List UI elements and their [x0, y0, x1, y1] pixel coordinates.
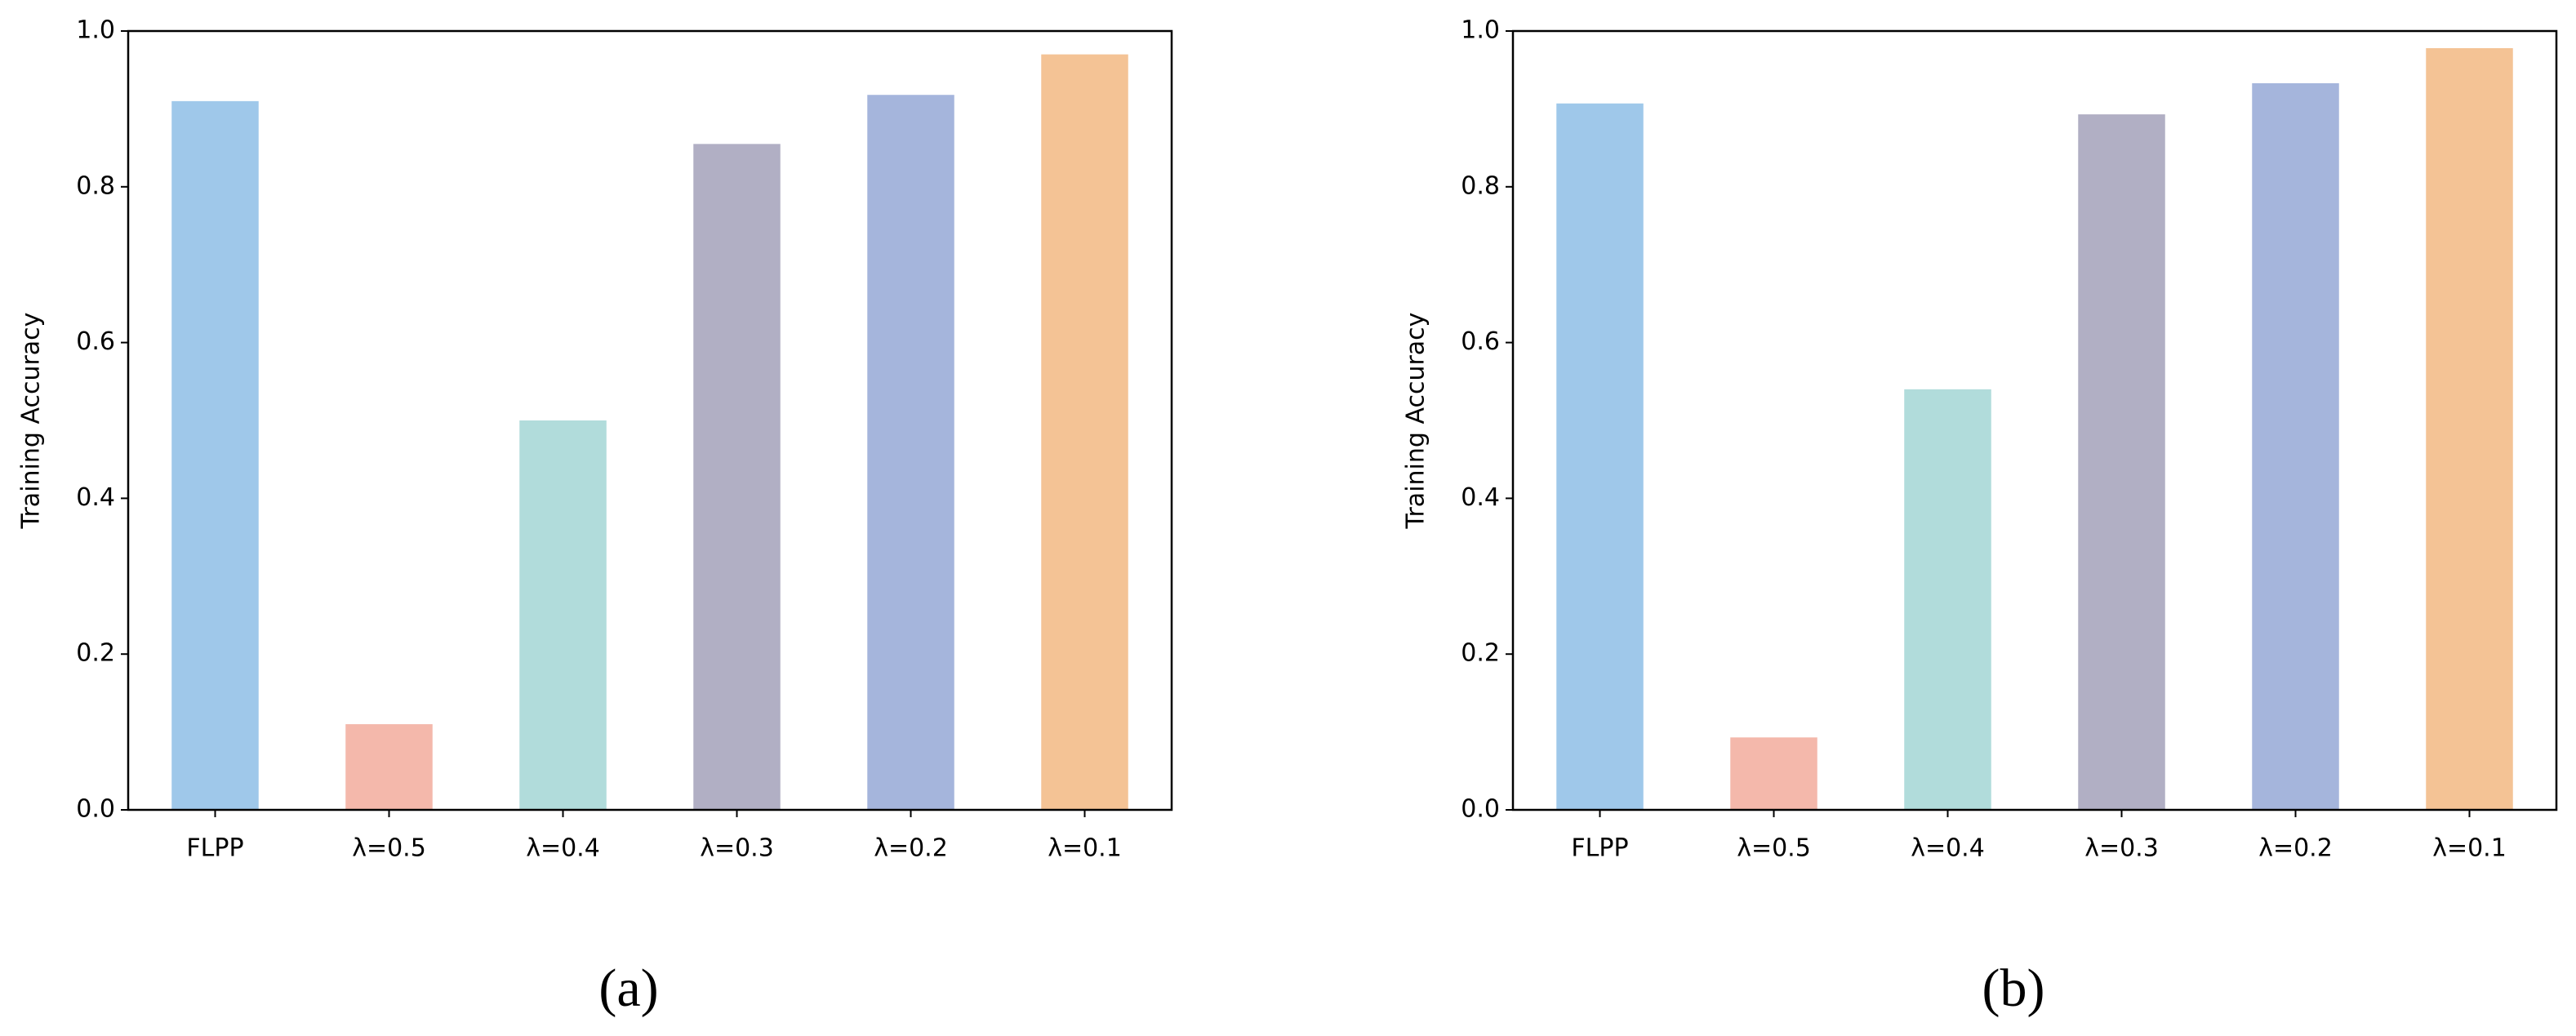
bar [2426, 47, 2513, 811]
bar [1041, 54, 1128, 811]
x-tick-label: λ=0.4 [526, 834, 600, 863]
bar [519, 420, 607, 810]
bar [1904, 389, 1991, 811]
plot-frame [127, 29, 1173, 811]
y-tick-label: 0.6 [1461, 327, 1500, 356]
bar [1730, 737, 1817, 810]
bar [867, 95, 954, 810]
y-tick-label: 0.0 [1461, 795, 1500, 824]
y-axis-label: Training Accuracy [17, 313, 46, 530]
bar [345, 724, 433, 810]
y-tick-label: 0.8 [1461, 171, 1500, 200]
x-tick-label: λ=0.2 [874, 834, 948, 863]
y-axis-label: Training Accuracy [1402, 313, 1430, 530]
y-tick-label: 0.8 [76, 171, 115, 200]
y-tick-label: 0.4 [1461, 483, 1500, 512]
bar [693, 144, 781, 810]
bar [2252, 82, 2339, 811]
x-tick-label: λ=0.3 [700, 834, 774, 863]
caption: (b) [1982, 958, 2045, 1018]
y-tick-label: 0.2 [76, 639, 115, 668]
y-tick-label: 1.0 [1461, 16, 1500, 45]
y-tick-label: 0.0 [76, 795, 115, 824]
x-tick-label: λ=0.1 [2432, 834, 2507, 863]
x-tick-label: λ=0.4 [1911, 834, 1985, 863]
y-tick-label: 0.2 [1461, 639, 1500, 668]
x-tick-label: λ=0.1 [1048, 834, 1122, 863]
plot-frame [1511, 29, 2558, 811]
x-tick-label: λ=0.5 [352, 834, 426, 863]
x-tick-label: FLPP [186, 834, 243, 863]
y-tick-label: 0.4 [76, 483, 115, 512]
bar [1556, 103, 1644, 811]
x-tick-label: λ=0.2 [2258, 834, 2333, 863]
x-tick-label: FLPP [1571, 834, 1628, 863]
x-tick-label: λ=0.5 [1737, 834, 1811, 863]
x-tick-label: λ=0.3 [2084, 834, 2159, 863]
y-tick-label: 0.6 [76, 327, 115, 356]
y-tick-label: 1.0 [76, 16, 115, 45]
bar [171, 100, 259, 811]
caption: (a) [598, 958, 658, 1018]
bar [2078, 114, 2165, 810]
